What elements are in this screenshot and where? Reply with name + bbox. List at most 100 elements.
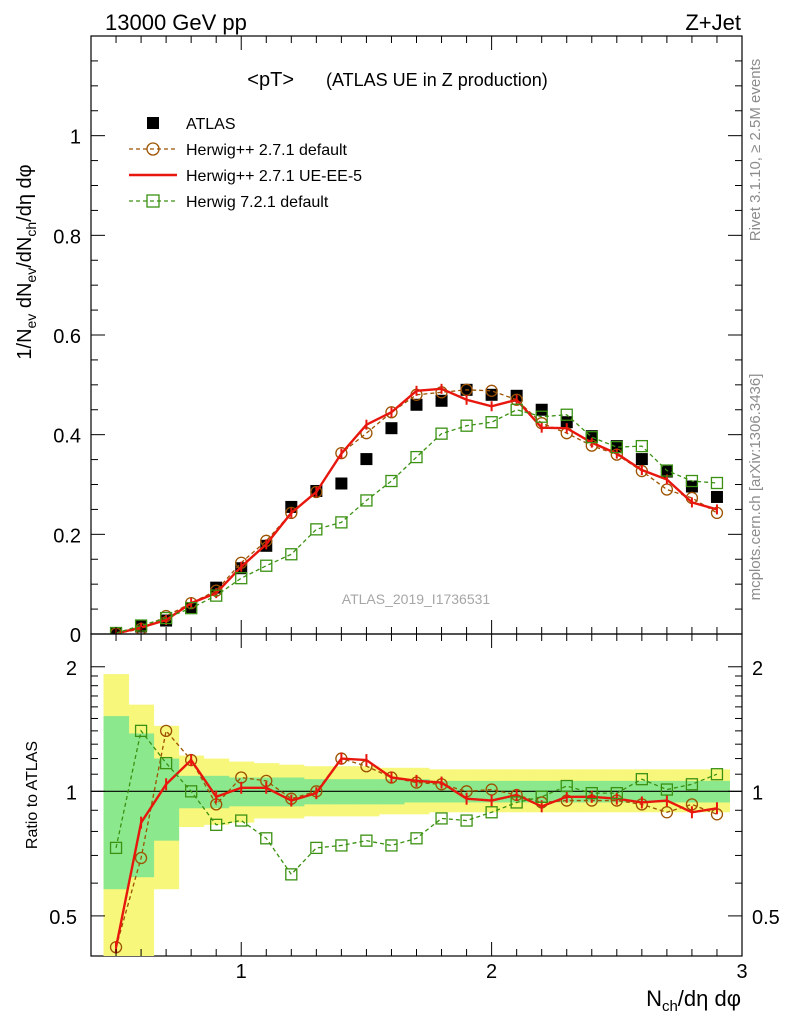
main-point-herwig-7-2-1-default [685, 474, 699, 488]
main-point-herwig-2-7-1-default [660, 483, 674, 496]
ratio-band-green [128, 733, 155, 878]
main-point-herwig-7-2-1-default [185, 601, 198, 615]
main-point-atlas [610, 440, 623, 453]
legend-marker-herwig-default [146, 142, 160, 156]
ratio-point-herwig-7-2-1-default [385, 839, 398, 852]
main-subtitle: (ATLAS UE in Z production) [326, 70, 548, 90]
ratio-point-herwig-7-2-1-default [360, 834, 373, 847]
ylabel-sub-2: ev [23, 268, 39, 283]
watermark-label: ATLAS_2019_I1736531 [342, 591, 491, 607]
ratio-point-herwig-2-7-1-default [159, 724, 173, 738]
main-point-herwig-7-2-1-default [635, 439, 648, 453]
ratio-point-herwig-7-2-1-default [485, 806, 498, 819]
legend-label-herwig7: Herwig 7.2.1 default [186, 194, 329, 211]
main-point-atlas [560, 416, 573, 429]
ratio-y-tick-label-right: 0.5 [752, 907, 780, 929]
ratio-point-herwig-7-2-1-default [285, 868, 298, 881]
main-point-herwig-7-2-1-default [535, 410, 548, 423]
ratio-point-herwig-7-2-1-default [235, 814, 248, 827]
ratio-point-herwig-7-2-1-default [535, 790, 548, 803]
main-point-herwig-2-7-1-default [385, 406, 398, 419]
ylabel-part-4: /dη dφ [14, 164, 36, 221]
main-point-atlas [360, 453, 373, 466]
ratio-point-herwig-7-2-1-default [210, 818, 223, 831]
ratio-point-herwig-7-2-1-default [610, 786, 623, 800]
main-point-herwig-7-2-1-default [660, 464, 674, 477]
ylabel-part-1: 1/N [14, 328, 36, 359]
ratio-band-green [103, 716, 130, 890]
ratio-point-herwig-2-7-1-default [134, 851, 148, 865]
ratio-point-herwig-7-2-1-default [510, 796, 523, 809]
main-point-herwig-7-2-1-default [485, 416, 498, 429]
main-point-herwig-7-2-1-default [260, 559, 273, 572]
main-point-atlas [535, 403, 548, 416]
ratio-x-tick-label: 1 [236, 961, 247, 983]
ratio-point-herwig-7-2-1-default [260, 832, 273, 845]
legend-marker-herwig7 [146, 194, 160, 208]
main-point-atlas [660, 465, 673, 478]
main-point-herwig-7-2-1-default [410, 450, 423, 464]
main-point-herwig-7-2-1-default [510, 403, 523, 416]
ratio-point-herwig-7-2-1-default [585, 786, 598, 800]
ratio-point-herwig-7-2-1-default [685, 778, 699, 791]
main-y-tick-label: 1 [70, 127, 81, 149]
legend-label-herwig-ue-ee5: Herwig++ 2.7.1 UE-EE-5 [186, 168, 362, 185]
main-point-atlas [385, 422, 398, 435]
ratio-point-herwig-7-2-1-default [159, 756, 173, 770]
main-point-herwig-7-2-1-default [159, 611, 173, 625]
main-title: <pT> [247, 69, 294, 91]
main-point-atlas [710, 490, 723, 503]
main-point-herwig-7-2-1-default [235, 572, 248, 585]
side-label-mcplots: mcplots.cern.ch [arXiv:1306.3436] [747, 374, 764, 601]
legend: ATLAS Herwig++ 2.7.1 default Herwig++ 2.… [129, 116, 362, 211]
main-point-atlas [585, 430, 598, 443]
ratio-y-tick-label-right: 1 [752, 782, 763, 804]
main-point-atlas [410, 398, 423, 411]
xlabel-part-1: N [646, 986, 662, 1011]
ylabel-part-2: dN [14, 283, 36, 314]
main-point-atlas [435, 394, 448, 407]
main-point-herwig-7-2-1-default [385, 474, 398, 488]
ratio-point-herwig-7-2-1-default [435, 812, 448, 825]
main-point-herwig-7-2-1-default [585, 431, 598, 444]
ylabel-sub-3: ch [23, 222, 39, 237]
main-point-herwig-2-7-1-default [485, 384, 498, 397]
ratio-y-tick-label: 1 [66, 782, 77, 804]
ratio-point-herwig-7-2-1-default [410, 832, 423, 845]
ratio-point-herwig-7-2-1-default [335, 839, 348, 852]
ratio-band-green [153, 758, 180, 841]
main-y-tick-label: 0.8 [53, 226, 81, 248]
main-y-axis-label: 1/Nev dNev/dNch/dη dφ [14, 164, 39, 359]
ratio-point-herwig-7-2-1-default [710, 768, 724, 781]
main-point-herwig-2-7-1-default [510, 393, 523, 406]
main-point-herwig-7-2-1-default [610, 440, 623, 454]
main-point-herwig-7-2-1-default [285, 548, 298, 561]
ratio-y-tick-label-right: 2 [752, 658, 763, 680]
main-point-atlas [335, 477, 348, 490]
main-point-herwig-7-2-1-default [210, 589, 223, 602]
ratio-y-axis-label: Ratio to ATLAS [24, 741, 41, 849]
ylabel-part-3: /dN [14, 237, 36, 268]
ratio-x-tick-label: 2 [486, 961, 497, 983]
main-point-herwig-7-2-1-default [335, 516, 348, 529]
main-point-herwig-7-2-1-default [710, 476, 724, 490]
main-point-herwig-7-2-1-default [560, 408, 573, 421]
ratio-point-herwig-2-7-1-default [660, 806, 674, 819]
ratio-point-herwig-7-2-1-default [134, 724, 148, 738]
main-point-herwig-7-2-1-default [460, 419, 473, 432]
xlabel-sub-1: ch [662, 998, 678, 1015]
legend-marker-atlas [147, 117, 159, 129]
ratio-line-herwig-2-7-1-default [115, 729, 718, 948]
main-y-tick-label: 0.4 [53, 426, 81, 448]
main-point-herwig-7-2-1-default [435, 427, 448, 440]
main-y-tick-label: 0.6 [53, 326, 81, 348]
main-plot-area [109, 383, 724, 634]
ratio-y-tick-label: 2 [66, 658, 77, 680]
ratio-point-herwig-7-2-1-default [109, 841, 123, 855]
ratio-plot-area [91, 674, 742, 956]
main-point-atlas [635, 453, 648, 466]
ylabel-sub-1: ev [23, 314, 39, 329]
main-point-herwig-2-7-1-default [285, 506, 298, 520]
ratio-point-herwig-7-2-1-default [660, 783, 674, 796]
